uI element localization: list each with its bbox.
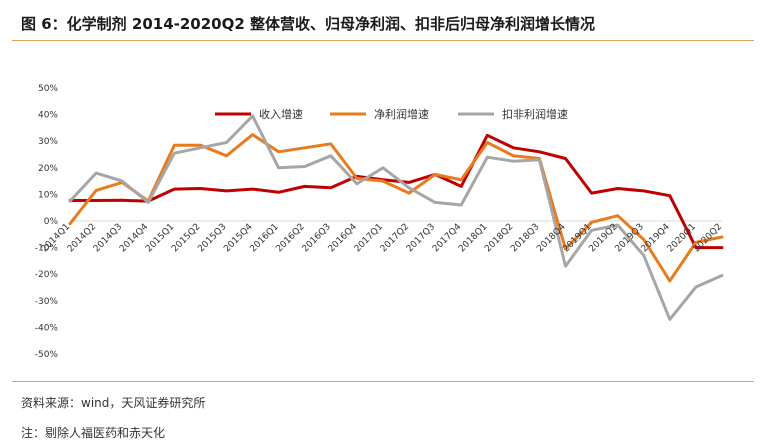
legend-label: 扣非利润增速 [502,107,568,121]
x-axis-labels: 2014Q12014Q22014Q32014Q42015Q12015Q22015… [40,222,724,255]
y-tick-label: 30% [38,137,58,147]
y-tick-label: -30% [35,297,59,307]
series-line-3 [68,114,724,321]
chart-title: 图 6：化学制剂 2014-2020Q2 整体营收、归母净利润、扣非后归母净利润… [21,15,596,33]
source-note: 资料来源：wind，天风证券研究所 [21,396,206,410]
footnote: 注：剔除人福医药和赤天化 [21,426,166,440]
legend: 收入增速 净利润增速 扣非利润增速 [215,107,568,121]
y-tick-label: -10% [35,244,59,254]
series-line-2 [68,133,724,283]
y-tick-label: 50% [38,84,58,94]
y-tick-label: 40% [38,111,58,121]
y-tick-label: -40% [35,323,59,333]
series-line-1 [68,133,724,250]
series-lines [68,114,724,321]
legend-label: 收入增速 [259,107,303,121]
legend-label: 净利润增速 [374,107,429,121]
y-axis-labels: 50% 40% 30% 20% 10% 0% -10% -20% -30% -40% -50% [35,84,59,360]
y-tick-label: -50% [35,350,59,360]
y-tick-label: -20% [35,270,59,280]
line-chart: 50% 40% 30% 20% 10% 0% -10% -20% -30% -40% -50% 20… [35,84,724,360]
y-tick-label: 0% [44,217,59,227]
y-tick-label: 10% [38,190,58,200]
footer-divider [12,381,754,382]
y-tick-label: 20% [38,164,58,174]
title-divider [12,40,754,41]
